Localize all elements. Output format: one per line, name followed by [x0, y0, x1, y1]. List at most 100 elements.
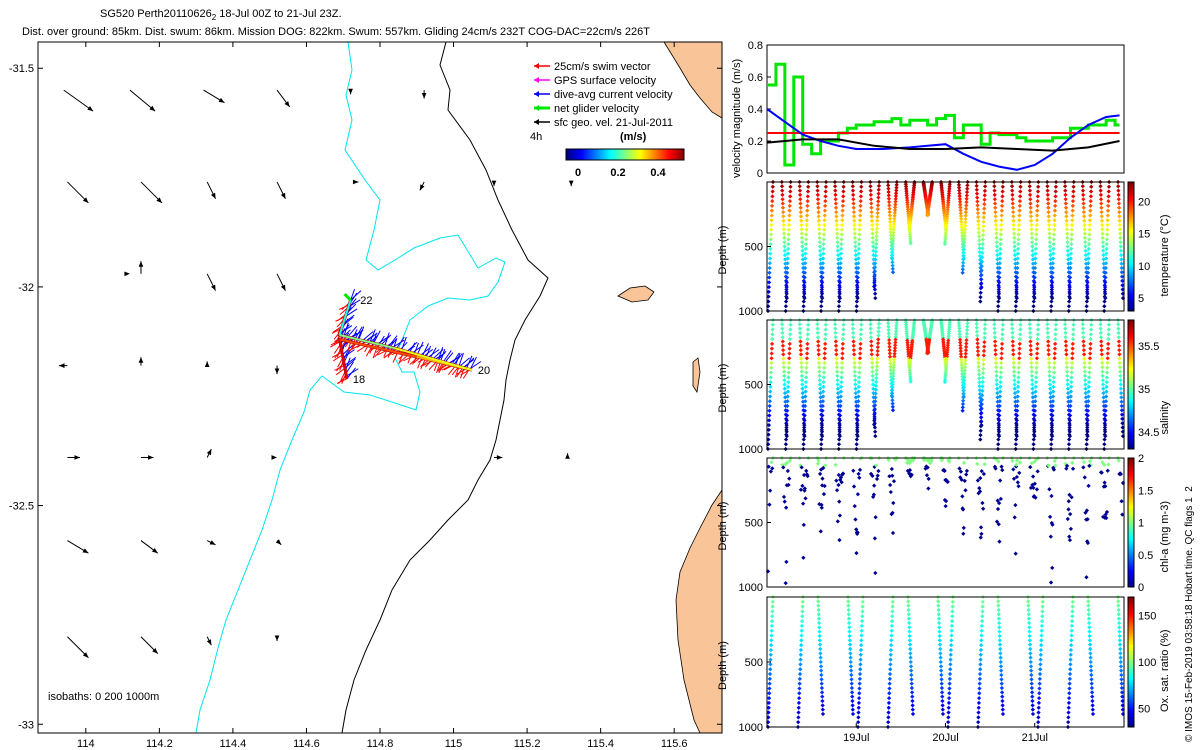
profile-colorbar-cell: [1128, 234, 1134, 236]
profile-colorbar-cell: [1128, 202, 1134, 204]
profile-colorbar-cell: [1128, 193, 1134, 195]
profile-point: [888, 223, 893, 228]
profile-point: [1029, 231, 1034, 236]
legend-colorbar-cell: [593, 149, 595, 160]
profile-colorbar-cell: [1128, 272, 1134, 274]
profile-point: [1088, 194, 1094, 199]
profile-point: [942, 241, 948, 247]
profile-point: [1069, 246, 1074, 252]
legend-colorbar-cell: [635, 149, 637, 160]
profile-point: [839, 237, 844, 242]
profile-point: [817, 240, 822, 245]
profile-point: [816, 356, 822, 361]
geo-vector-head: [156, 197, 162, 203]
profile-colorbar-cell: [1128, 244, 1134, 246]
profile-point: [1048, 252, 1053, 258]
profile-point: [785, 251, 791, 256]
profile-point: [782, 390, 788, 396]
profile-point: [1033, 256, 1038, 261]
profile-point: [769, 208, 775, 213]
profile-point: [768, 375, 773, 380]
profile-point: [805, 203, 810, 209]
profile-colorbar-tick: 1: [1138, 518, 1144, 530]
profile-point: [994, 231, 999, 236]
profile-point: [1082, 235, 1088, 241]
profile-point: [876, 183, 882, 188]
profile-point: [854, 294, 860, 299]
geo-vector-head: [204, 361, 210, 367]
profile-point: [768, 232, 774, 237]
profile-point: [781, 218, 786, 223]
profile-colorbar-cell: [1128, 201, 1134, 203]
profile-point: [1051, 251, 1056, 256]
profile-point: [803, 389, 808, 394]
legend-colorbar-cell: [586, 149, 588, 160]
legend-colorbar-cell: [590, 149, 592, 160]
profile-point: [996, 299, 1001, 304]
profile-point: [964, 189, 970, 195]
profile-point: [1036, 184, 1041, 189]
profile-point: [979, 264, 984, 269]
profile-point: [816, 214, 821, 219]
profile-colorbar-cell: [1128, 308, 1134, 310]
profile-point: [993, 222, 999, 228]
dac-vector: [377, 335, 390, 345]
profile-point: [1045, 188, 1050, 193]
profile-point: [997, 256, 1003, 261]
profile-point: [1013, 299, 1019, 304]
profile-colorbar-cell: [1128, 247, 1134, 249]
profile-point: [982, 197, 987, 202]
profile-point: [870, 240, 876, 245]
profile-point: [797, 192, 803, 198]
profile-point: [1106, 189, 1111, 194]
profile-point: [819, 289, 824, 295]
profile-colorbar-tick: 34.5: [1138, 427, 1159, 439]
profile-point: [887, 213, 892, 218]
profile-point: [852, 235, 858, 241]
profile-point: [1018, 194, 1023, 199]
profile-colorbar-tick: 35: [1138, 384, 1150, 396]
profile-point: [1030, 240, 1035, 245]
profile-point: [767, 399, 772, 404]
profile-point: [1027, 192, 1033, 198]
profile-point: [1067, 284, 1072, 290]
profile-point: [779, 322, 785, 327]
profile-point: [837, 275, 843, 280]
profile-point: [961, 253, 966, 259]
profile-colorbar-cell: [1128, 229, 1134, 231]
profile-colorbar-label: temperature (°C): [1159, 214, 1171, 296]
swim-vector: [372, 347, 378, 359]
profile-point: [1065, 244, 1070, 249]
profile-point: [957, 194, 962, 199]
profile-point: [1119, 270, 1125, 275]
profile-point: [799, 218, 804, 223]
legend-colorbar-cell: [651, 149, 653, 160]
profile-point: [780, 188, 785, 193]
profile-point: [964, 200, 969, 205]
profile-point: [1086, 251, 1091, 256]
profile-point: [804, 375, 809, 380]
dac-vector: [401, 336, 407, 351]
profile-point: [1064, 222, 1069, 228]
profile-colorbar-cell: [1128, 184, 1134, 186]
profile-colorbar-cell: [1128, 192, 1134, 194]
profile-colorbar-cell: [1128, 296, 1134, 298]
profile-point: [787, 208, 792, 213]
legend-colorbar-cell: [664, 149, 666, 160]
legend-colorbar-cell: [567, 149, 569, 160]
profile-colorbar-tick: 5: [1138, 293, 1144, 305]
legend-colorbar-cell: [632, 149, 634, 160]
swim-vector: [337, 375, 347, 384]
profile-point: [785, 408, 790, 413]
profile-point: [1010, 192, 1015, 198]
legend-colorbar-cell: [638, 149, 640, 160]
map-background: [38, 42, 722, 733]
profile-point: [1063, 197, 1068, 202]
profile-point: [782, 382, 787, 387]
profile-point: [1082, 227, 1087, 232]
profile-point: [802, 403, 808, 409]
profile-point: [821, 232, 827, 237]
profile-point: [1000, 189, 1005, 194]
profile-point: [819, 294, 824, 299]
profile-point: [787, 198, 793, 204]
